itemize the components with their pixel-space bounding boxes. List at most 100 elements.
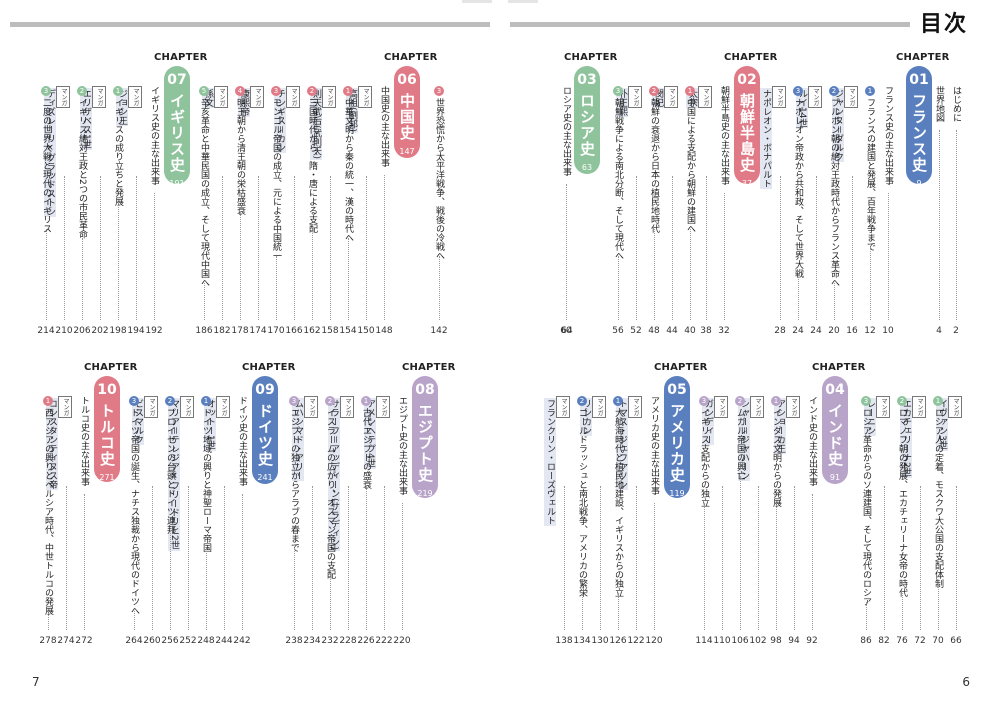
toc-entry[interactable]: 朝鮮半島史の主な出来事	[718, 86, 730, 185]
manga-entry[interactable]: マンガ ディズレーリ×グラッドストン	[44, 86, 70, 217]
manga-entry[interactable]: マンガ ジョン王	[116, 86, 142, 126]
toc-entry[interactable]: ロシア史の主な出来事	[560, 86, 572, 176]
toc-entry[interactable]: 3 ロシア革命からのソ連建国、そして現代のロシア	[860, 396, 872, 606]
chapter-tab[interactable]: 07 イギリス史 191	[164, 66, 190, 188]
toc-entry[interactable]: 3 二度の世界大戦と現代のイギリス	[40, 86, 52, 233]
manga-entry[interactable]: マンガ 太宗	[686, 86, 712, 108]
manga-entry[interactable]: マンガ イヴァン3世	[936, 396, 962, 451]
toc-entry[interactable]: 3 ナポレオン帝政から共和政、そして世界大戦	[792, 86, 804, 278]
toc-entry[interactable]: はじめに	[950, 86, 962, 122]
toc-entry[interactable]: 2 ムガル帝国の興亡	[734, 396, 746, 480]
toc-entry[interactable]: 1 西アジアの興りとペルシア時代、中世トルコの発展	[42, 396, 54, 615]
toc-entry[interactable]: 世界地図	[933, 86, 945, 122]
toc-entry[interactable]: 1 大航海時代と植民地建設、イギリスからの独立	[612, 396, 624, 597]
toc-entry[interactable]: ドイツ史の主な出来事	[236, 396, 248, 486]
dot-leader	[402, 503, 403, 630]
toc-entry[interactable]: 3 モンゴル帝国の成立、元による中国統一	[270, 86, 282, 260]
dot-leader	[154, 193, 155, 320]
manga-entry[interactable]: マンガ チンギス＝カン	[274, 86, 300, 154]
toc-entry[interactable]: 1 インダス文明からの発展	[770, 396, 782, 507]
manga-entry[interactable]: マンガ 高祖(劉邦)	[346, 86, 372, 134]
entry-page-number: 98	[770, 636, 782, 646]
toc-entry[interactable]: 1 中国による支配から朝鮮の建国へ	[684, 86, 696, 233]
manga-entry[interactable]: マンガ ガンディー	[702, 396, 728, 445]
manga-tag: マンガ	[628, 396, 642, 418]
entry-page-number: 94	[788, 636, 800, 646]
toc-entry[interactable]: エジプト史の主な出来事	[396, 396, 408, 495]
chapter-title: ドイツ史	[256, 403, 274, 467]
manga-entry[interactable]: マンガ フランクリン・ローズヴェルト	[544, 396, 570, 526]
manga-entry[interactable]: マンガ 則天武后(武則天)	[310, 86, 336, 161]
toc-entry[interactable]: 1 ロシア人の定着、モスクワ大公国の支配体制	[932, 396, 944, 588]
toc-entry[interactable]: 3 エジプトの独立からアラブの春まで	[288, 396, 300, 552]
manga-entry[interactable]: マンガ エカチェリーナ2世	[900, 396, 926, 478]
manga-entry[interactable]: マンガ コンスタンティヌス帝	[46, 396, 72, 490]
toc-entry[interactable]: 3 ドイツ帝国の誕生、ナチス独裁から現代のドイツへ	[128, 396, 140, 615]
manga-entry[interactable]: マンガ シャー＝ジャハーン	[738, 396, 764, 482]
toc-entry[interactable]: 1 フランスの建国と発展、百年戦争まで	[864, 86, 876, 251]
toc-entry[interactable]: 2 イスラームの広がり、オスマン帝国の支配	[324, 396, 336, 579]
chapter-title: トルコ史	[98, 403, 116, 467]
toc-entry[interactable]: 1 古代エジプトの盛衰	[360, 396, 372, 489]
manga-entry[interactable]: マンガ サラーフ＝アッディーン(サラディン)	[328, 396, 354, 552]
manga-entry[interactable]: マンガ ジャンヌ＝ダルク	[832, 86, 858, 163]
toc-entry[interactable]: 4 明王朝から清王朝の栄枯盛衰	[234, 86, 246, 215]
toc-entry[interactable]: 2 三国時代から、隋・唐による支配	[306, 86, 318, 233]
toc-entry[interactable]: 3 イギリス支配からの独立	[698, 396, 710, 507]
chapter-tab[interactable]: 09 ドイツ史 241	[252, 376, 278, 484]
dot-leader	[100, 176, 101, 320]
manga-entry[interactable]: マンガ エリザベス1世	[80, 86, 106, 150]
toc-entry[interactable]: 2 ロマノフ朝の発展、エカチェリーナ女帝の時代	[896, 396, 908, 597]
manga-entry[interactable]: マンガ アメンヘテプ4世	[364, 396, 390, 469]
chapter-tab[interactable]: 02 朝鮮半島史 37	[734, 66, 760, 188]
toc-entry[interactable]: トルコ史の主な出来事	[78, 396, 90, 486]
chapter-tab[interactable]: 05 アメリカ史 119	[664, 376, 690, 498]
chapter-tab[interactable]: 03 ロシア史 63	[574, 66, 600, 174]
manga-tag: マンガ	[216, 396, 230, 418]
manga-entry[interactable]: マンガ ムハンマド・アリー	[292, 396, 318, 481]
manga-entry[interactable]: マンガ 閔妃	[652, 86, 678, 108]
manga-entry[interactable]: マンガ 朴正熙	[616, 86, 642, 117]
manga-entry[interactable]: マンガ ルイ14世	[796, 86, 822, 129]
manga-entry[interactable]: マンガ マリア＝テレジア×フリードリヒ2世	[168, 396, 194, 551]
manga-entry[interactable]: マンガ 孫文	[202, 86, 228, 108]
manga-entry[interactable]: マンガ リンカン	[580, 396, 606, 436]
toc-entry[interactable]: アメリカ史の主な出来事	[648, 396, 660, 495]
entry-page-number: 256	[161, 636, 179, 646]
manga-entry[interactable]: マンガ ビスマルク	[132, 396, 158, 445]
entry-page-number: 130	[591, 636, 609, 646]
toc-entry[interactable]: インド史の主な出来事	[806, 396, 818, 486]
manga-entry[interactable]: マンガ オットー1世	[204, 396, 230, 451]
manga-character-name: コンスタンティヌス帝	[46, 398, 58, 490]
chapter-tab[interactable]: 04 インド史 91	[822, 376, 848, 484]
section-number-badge: 2	[735, 396, 745, 406]
toc-entry[interactable]: フランス史の主な出来事	[882, 86, 894, 185]
dot-leader	[136, 176, 137, 320]
toc-entry[interactable]: 2 朝鮮の衰退から日本の植民地時代	[648, 86, 660, 233]
chapter-tab[interactable]: 06 中国史 147	[394, 66, 420, 158]
manga-entry[interactable]: マンガ ナポレオン・ボナパルト	[760, 86, 786, 189]
entry-page-number: 102	[749, 636, 767, 646]
toc-entry[interactable]: 2 プロイセンの台頭とドイツ連邦	[164, 396, 176, 534]
manga-entry[interactable]: マンガ トマス・ジェファソン	[616, 396, 642, 490]
toc-entry[interactable]: 中国史の主な出来事	[378, 86, 390, 167]
manga-entry[interactable]: マンガ 康熙帝	[238, 86, 264, 117]
toc-entry[interactable]: 2 イギリス絶対王政と2つの市民革命	[76, 86, 88, 239]
manga-tag: マンガ	[376, 396, 390, 418]
manga-entry[interactable]: マンガ レーニン	[864, 396, 890, 436]
toc-entry[interactable]: 1 中華文明から秦の統一、漢の時代へ	[342, 86, 354, 242]
toc-entry[interactable]: 2 ブルボン朝の絶対王政時代からフランス革命へ	[828, 86, 840, 287]
toc-entry[interactable]: 3 朝鮮戦争による南北分断、そして現代へ	[612, 86, 624, 260]
toc-entry[interactable]: 5 辛亥革命と中華民国の成立、そして現代中国へ	[198, 86, 210, 287]
toc-entry[interactable]: 1 イギリスの成り立ちと発展	[112, 86, 124, 206]
chapter-tab[interactable]: 10 トルコ史 271	[94, 376, 120, 482]
entry-page-number: 226	[357, 636, 375, 646]
dot-leader	[242, 494, 243, 630]
toc-entry[interactable]: イギリス史の主な出来事	[148, 86, 160, 185]
toc-entry[interactable]: 2 ゴールドラッシュと南北戦争、アメリカの繁栄	[576, 396, 588, 597]
toc-entry[interactable]: 1 ドイツ地域の興りと神聖ローマ帝国	[200, 396, 212, 552]
chapter-tab[interactable]: 01 フランス史 9	[906, 66, 932, 188]
chapter-tab[interactable]: 08 エジプト史 219	[412, 376, 438, 498]
toc-entry[interactable]: 3 世界恐慌から太平洋戦争、戦後の冷戦へ	[433, 86, 445, 260]
manga-entry[interactable]: マンガ アショーカ王	[774, 396, 800, 454]
